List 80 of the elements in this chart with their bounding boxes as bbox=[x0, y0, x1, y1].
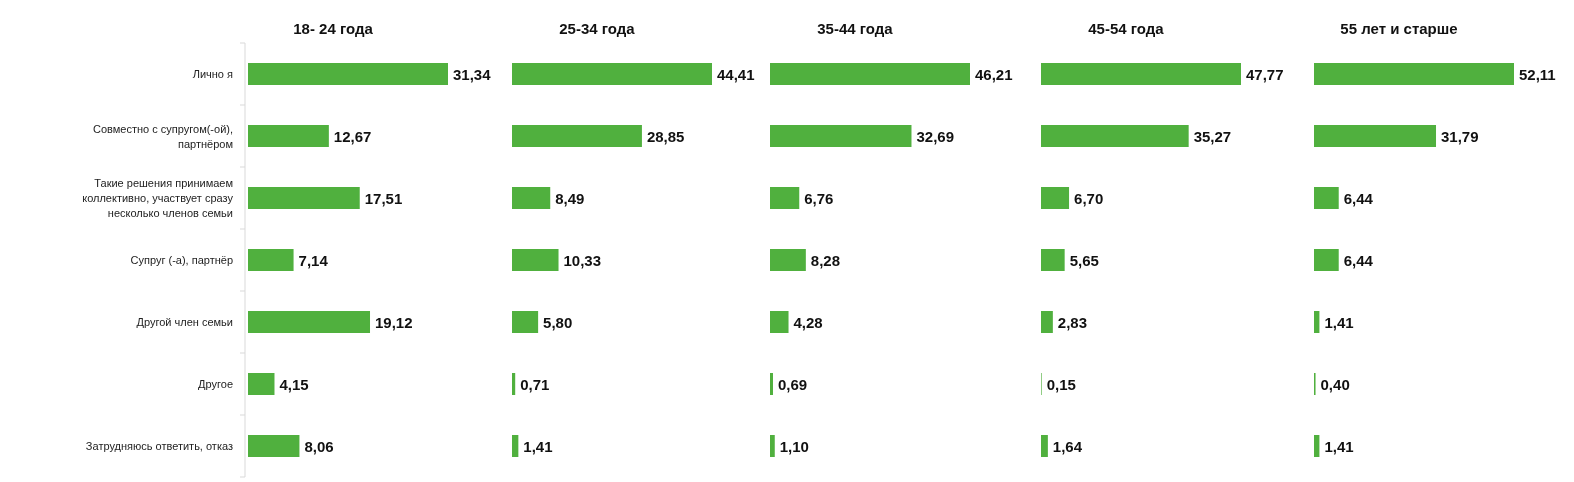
bar bbox=[1041, 125, 1189, 147]
chart-title: 55 лет и старше bbox=[1340, 20, 1458, 37]
bar bbox=[248, 249, 294, 271]
data-label: 8,28 bbox=[810, 251, 841, 269]
y-tick-label: Совместно с супругом(-ой), партнёром bbox=[92, 122, 233, 150]
data-label: 0,71 bbox=[520, 375, 550, 393]
chart-title: 18- 24 года bbox=[293, 20, 374, 37]
data-label: 1,41 bbox=[523, 437, 553, 455]
y-tick-label: Другое bbox=[198, 378, 233, 390]
y-tick-label: Другой член семьи bbox=[136, 316, 233, 328]
bar bbox=[1041, 187, 1070, 209]
bar bbox=[512, 249, 559, 271]
bar bbox=[770, 249, 806, 271]
bar bbox=[770, 311, 789, 333]
bar bbox=[512, 373, 516, 395]
data-label: 1,64 bbox=[1052, 437, 1083, 455]
bar bbox=[1314, 249, 1339, 271]
bar bbox=[1041, 311, 1053, 333]
bar bbox=[1041, 249, 1065, 271]
data-label: 17,51 bbox=[364, 189, 403, 207]
data-label: 0,15 bbox=[1046, 375, 1076, 393]
bar bbox=[1314, 125, 1437, 147]
data-label: 2,83 bbox=[1057, 313, 1088, 331]
data-label: 31,79 bbox=[1441, 127, 1479, 145]
bar bbox=[1041, 435, 1048, 457]
bar bbox=[512, 435, 519, 457]
data-label: 6,44 bbox=[1343, 189, 1374, 207]
bar bbox=[770, 435, 775, 457]
data-label: 1,41 bbox=[1324, 437, 1354, 455]
bar bbox=[770, 63, 970, 85]
bar bbox=[1041, 63, 1241, 85]
data-label: 0,69 bbox=[777, 375, 808, 393]
bar bbox=[248, 63, 448, 85]
chart-title: 35-44 года bbox=[817, 20, 894, 37]
data-label: 8,06 bbox=[304, 437, 334, 455]
y-tick-label: Супруг (-а), партнёр bbox=[130, 254, 233, 266]
data-label: 12,67 bbox=[333, 127, 372, 145]
chart-title: 25-34 года bbox=[559, 20, 636, 37]
y-tick-label: Такие решения принимаем коллективно, участвует сразу несколько членов семьи bbox=[82, 177, 234, 219]
data-label: 5,80 bbox=[543, 313, 573, 331]
data-label: 10,33 bbox=[563, 251, 602, 269]
bar bbox=[248, 311, 371, 333]
bar bbox=[512, 311, 539, 333]
data-label: 4,15 bbox=[279, 375, 309, 393]
data-label: 7,14 bbox=[298, 251, 329, 269]
bar bbox=[512, 63, 712, 85]
data-label: 6,44 bbox=[1343, 251, 1374, 269]
data-label: 8,49 bbox=[555, 189, 585, 207]
data-label: 0,40 bbox=[1320, 375, 1350, 393]
bar bbox=[248, 373, 275, 395]
bar bbox=[770, 187, 800, 209]
data-label: 6,70 bbox=[1074, 189, 1104, 207]
data-label: 46,21 bbox=[975, 65, 1013, 83]
bar bbox=[512, 187, 551, 209]
bar bbox=[1314, 63, 1514, 85]
data-label: 1,10 bbox=[779, 437, 809, 455]
data-label: 6,76 bbox=[804, 189, 834, 207]
data-label: 5,65 bbox=[1069, 251, 1099, 269]
bar bbox=[248, 435, 300, 457]
data-label: 1,41 bbox=[1324, 313, 1354, 331]
data-label: 35,27 bbox=[1193, 127, 1232, 145]
bar bbox=[248, 187, 360, 209]
data-label: 44,41 bbox=[717, 65, 755, 83]
data-label: 19,12 bbox=[375, 313, 413, 331]
bar bbox=[1314, 435, 1320, 457]
y-tick-label: Затрудняюсь ответить, отказ bbox=[85, 440, 233, 452]
bar bbox=[1314, 311, 1320, 333]
bar bbox=[248, 125, 329, 147]
data-label: 32,69 bbox=[916, 127, 955, 145]
y-tick-label: Лично я bbox=[192, 68, 234, 80]
bar bbox=[512, 125, 642, 147]
bar bbox=[770, 125, 912, 147]
data-label: 52,11 bbox=[1519, 65, 1556, 83]
data-label: 4,28 bbox=[793, 313, 823, 331]
bar bbox=[1314, 187, 1339, 209]
data-label: 31,34 bbox=[453, 65, 492, 83]
data-label: 28,85 bbox=[646, 127, 685, 145]
bar bbox=[770, 373, 773, 395]
chart-title: 45-54 года bbox=[1088, 20, 1165, 37]
data-label: 47,77 bbox=[1246, 65, 1284, 83]
